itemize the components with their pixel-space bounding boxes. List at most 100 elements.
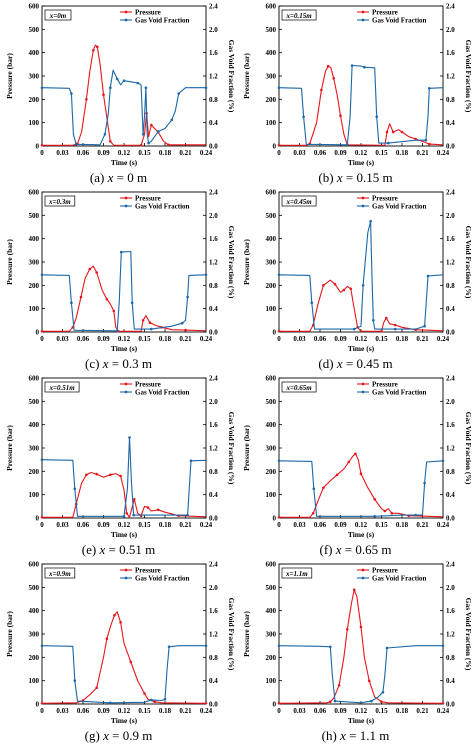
- legend-pressure-label: Pressure: [372, 381, 398, 389]
- pressure-point: [320, 88, 323, 92]
- x-axis-label: Time (s): [111, 158, 138, 167]
- panel-caption: (b) x = 0.15 m: [237, 170, 474, 186]
- y-tick-label: 500: [266, 398, 277, 406]
- caption-value: = 0.3 m: [108, 356, 152, 371]
- x-tick-label: 0.03: [56, 335, 69, 343]
- gvf-point: [204, 86, 208, 89]
- y2-tick-label: 1.6: [209, 421, 218, 429]
- gvf-point: [346, 143, 349, 147]
- location-label: x=0.45m: [285, 198, 312, 206]
- gvf-point: [310, 301, 314, 305]
- location-box: [281, 9, 317, 21]
- legend-gvf-label: Gas Void Fraction: [372, 203, 427, 211]
- x-tick-label: 0.03: [293, 521, 306, 529]
- y-tick-label: 100: [29, 119, 40, 127]
- pressure-point: [156, 508, 160, 512]
- y-tick-label: 200: [266, 282, 277, 290]
- pressure-point: [393, 323, 397, 327]
- legend-gvf-label: Gas Void Fraction: [372, 575, 427, 583]
- gvf-point: [352, 327, 356, 331]
- y-tick-label: 100: [266, 677, 277, 685]
- y2-tick-label: 2.0: [446, 212, 455, 220]
- pressure-point: [428, 142, 431, 146]
- x-tick-label: 0.12: [355, 149, 368, 157]
- caption-prefix: (e): [81, 542, 100, 557]
- x-tick-label: 0: [40, 335, 44, 343]
- y2-tick-label: 2.0: [209, 212, 218, 220]
- y2-tick-label: 0.8: [446, 282, 455, 290]
- gvf-point: [74, 143, 78, 146]
- y-tick-label: 600: [266, 375, 277, 383]
- x-tick-label: 0.21: [416, 335, 429, 343]
- gvf-point: [375, 115, 378, 119]
- plot-frame: [41, 191, 207, 333]
- x-axis-label: Time (s): [111, 716, 138, 725]
- pressure-point: [40, 516, 44, 519]
- gvf-point: [136, 81, 139, 85]
- pressure-point: [112, 309, 116, 313]
- pressure-point: [40, 330, 44, 333]
- x-tick-label: 0.15: [375, 521, 388, 529]
- chart-svg: 0 0.03 0.06 0.09 0.12 0.15 0.18 0.21 0.24 0 100 200…: [242, 375, 473, 540]
- x-tick-label: 0.18: [159, 335, 172, 343]
- gvf-point: [150, 327, 153, 331]
- y2-tick-label: 0.0: [209, 701, 218, 709]
- y2-tick-label: 0.8: [209, 282, 218, 290]
- pressure-point: [204, 702, 208, 705]
- legend-pressure-label: Pressure: [372, 567, 398, 575]
- legend-gvf-label: Gas Void Fraction: [372, 17, 427, 25]
- x-tick-label: 0.09: [334, 335, 347, 343]
- x-tick-label: 0.12: [118, 707, 131, 715]
- x-tick-label: 0.09: [334, 521, 347, 529]
- gvf-point: [186, 513, 189, 517]
- chart-svg: 0 0.03 0.06 0.09 0.12 0.15 0.18 0.21 0.24 0 100 200…: [5, 3, 236, 168]
- y-tick-label: 300: [266, 445, 277, 453]
- pressure-line: [42, 471, 207, 518]
- y2-tick-label: 0.8: [446, 96, 455, 104]
- legend-pressure-marker: [124, 568, 128, 572]
- y-tick-label: 400: [29, 49, 40, 57]
- caption-variable: x: [335, 542, 342, 557]
- x-axis-label: Time (s): [348, 716, 375, 725]
- caption-variable: x: [99, 542, 106, 557]
- x-tick-label: 0.21: [416, 149, 429, 157]
- y-tick-label: 0: [273, 515, 277, 523]
- panel-caption: (g) x = 0.9 m: [0, 728, 237, 744]
- x-tick-label: 0.24: [437, 707, 450, 715]
- gvf-point: [40, 644, 44, 647]
- pressure-point: [342, 288, 346, 292]
- x-tick-label: 0.24: [200, 707, 213, 715]
- legend-gvf-label: Gas Void Fraction: [135, 389, 190, 397]
- caption-prefix: (a): [89, 170, 108, 185]
- y2-tick-label: 0.0: [446, 143, 455, 151]
- y-tick-label: 300: [266, 259, 277, 267]
- chart-svg: 0 0.03 0.06 0.09 0.12 0.15 0.18 0.21 0.24 0 100 200…: [5, 189, 236, 354]
- plot-frame: [41, 377, 207, 519]
- x-tick-label: 0.03: [293, 335, 306, 343]
- x-tick-label: 0.15: [375, 707, 388, 715]
- pressure-point: [380, 330, 383, 333]
- pressure-point: [79, 295, 83, 299]
- location-label: x=0.15m: [285, 12, 312, 20]
- pressure-point: [85, 473, 88, 477]
- x-tick-label: 0.09: [97, 335, 110, 343]
- pressure-point: [148, 321, 152, 324]
- location-label: x=0m: [49, 12, 67, 20]
- pressure-point: [373, 498, 376, 501]
- y-tick-label: 500: [266, 212, 277, 220]
- gvf-point: [73, 679, 77, 682]
- pressure-line: [279, 65, 444, 146]
- y2-tick-label: 1.6: [446, 49, 455, 57]
- y-axis-label: Pressure (bar): [242, 239, 251, 285]
- gvf-point: [103, 133, 107, 136]
- pressure-line: [279, 279, 444, 332]
- gvf-point: [115, 329, 119, 333]
- y2-tick-label: 2.4: [209, 561, 218, 569]
- x-tick-label: 0.18: [396, 335, 409, 343]
- pressure-point: [92, 49, 95, 52]
- legend-pressure-label: Pressure: [135, 567, 161, 575]
- pressure-point: [105, 298, 109, 301]
- gvf-point: [441, 459, 445, 463]
- pressure-point: [385, 130, 389, 134]
- x-tick-label: 0.06: [77, 335, 90, 343]
